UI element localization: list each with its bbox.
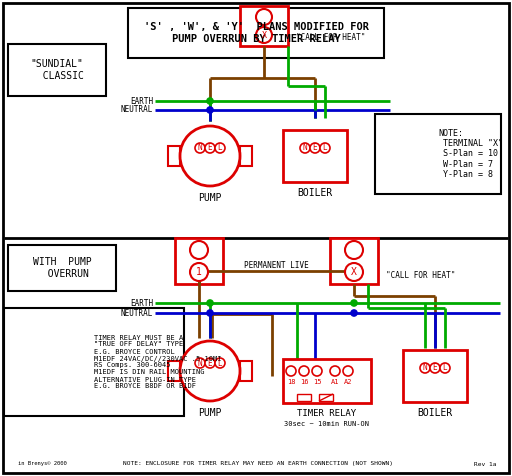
Circle shape [195,358,205,368]
Circle shape [343,366,353,376]
Circle shape [256,9,272,25]
Text: BOILER: BOILER [417,408,453,418]
Text: L: L [323,143,327,152]
Text: "CALL FOR HEAT": "CALL FOR HEAT" [386,271,455,280]
Text: A1: A1 [331,379,339,385]
Circle shape [207,310,213,316]
FancyBboxPatch shape [168,146,180,166]
Circle shape [345,263,363,281]
FancyBboxPatch shape [168,361,180,381]
Circle shape [310,143,320,153]
Text: Rev 1a: Rev 1a [474,462,497,466]
FancyBboxPatch shape [4,308,184,416]
Text: L: L [218,358,222,367]
Text: "SUNDIAL"
  CLASSIC: "SUNDIAL" CLASSIC [31,59,83,81]
Text: N: N [303,143,307,152]
Circle shape [330,366,340,376]
Circle shape [299,366,309,376]
FancyBboxPatch shape [240,146,252,166]
FancyBboxPatch shape [240,6,288,46]
Text: PUMP: PUMP [198,408,222,418]
Text: E: E [313,143,317,152]
Text: BOILER: BOILER [297,188,333,198]
Text: NEUTRAL: NEUTRAL [121,106,153,115]
Text: 'S' , 'W', & 'Y'  PLANS MODIFIED FOR
PUMP OVERRUN BY TIMER RELAY: 'S' , 'W', & 'Y' PLANS MODIFIED FOR PUMP… [143,22,369,44]
Circle shape [351,300,357,306]
FancyBboxPatch shape [283,130,347,182]
Circle shape [207,107,213,113]
Circle shape [351,310,357,316]
Text: 30sec ~ 10min RUN-ON: 30sec ~ 10min RUN-ON [285,421,370,427]
FancyBboxPatch shape [403,350,467,402]
Circle shape [190,241,208,259]
Text: E: E [208,143,212,152]
Text: 18: 18 [287,379,295,385]
Circle shape [256,27,272,43]
FancyBboxPatch shape [8,44,106,96]
Text: L: L [218,143,222,152]
Circle shape [345,241,363,259]
Circle shape [207,300,213,306]
Text: 1: 1 [196,267,202,277]
Text: EARTH: EARTH [130,298,153,307]
Circle shape [312,366,322,376]
Circle shape [320,143,330,153]
FancyBboxPatch shape [283,359,371,403]
Text: E: E [208,358,212,367]
Circle shape [190,263,208,281]
Text: "CALL FOR HEAT": "CALL FOR HEAT" [296,33,366,42]
Text: A2: A2 [344,379,352,385]
Circle shape [440,363,450,373]
FancyBboxPatch shape [3,3,509,473]
Text: EARTH: EARTH [130,97,153,106]
Text: X: X [262,30,267,40]
Circle shape [430,363,440,373]
Circle shape [286,366,296,376]
FancyBboxPatch shape [175,238,223,284]
Circle shape [180,126,240,186]
Circle shape [215,143,225,153]
FancyBboxPatch shape [319,394,333,401]
FancyBboxPatch shape [128,8,384,58]
Text: 16: 16 [300,379,308,385]
FancyBboxPatch shape [330,238,378,284]
Text: TIMER RELAY: TIMER RELAY [297,409,356,418]
Circle shape [205,358,215,368]
Text: X: X [351,267,357,277]
FancyBboxPatch shape [8,245,116,291]
Text: 15: 15 [313,379,321,385]
Circle shape [205,143,215,153]
FancyBboxPatch shape [240,361,252,381]
Circle shape [300,143,310,153]
Text: N: N [423,364,428,373]
Circle shape [195,143,205,153]
Text: in Brenys© 2000: in Brenys© 2000 [18,462,67,466]
Text: TIMER RELAY MUST BE A
"TRUE OFF DELAY" TYPE
E.G. BROYCE CONTROL
M1EDF 24VAC/DC//: TIMER RELAY MUST BE A "TRUE OFF DELAY" T… [94,335,222,389]
Text: NOTE:
 TERMINAL "X"
 S-Plan = 10
 W-Plan = 7
 Y-Plan = 8: NOTE: TERMINAL "X" S-Plan = 10 W-Plan = … [438,129,503,179]
Text: NOTE: ENCLOSURE FOR TIMER RELAY MAY NEED AN EARTH CONNECTION (NOT SHOWN): NOTE: ENCLOSURE FOR TIMER RELAY MAY NEED… [123,462,393,466]
Text: E: E [433,364,437,373]
Text: N: N [198,358,202,367]
Text: NEUTRAL: NEUTRAL [121,308,153,317]
Text: L: L [443,364,447,373]
FancyBboxPatch shape [375,114,501,194]
Text: PERMANENT LIVE: PERMANENT LIVE [244,260,308,269]
Text: PUMP: PUMP [198,193,222,203]
Circle shape [180,341,240,401]
Circle shape [420,363,430,373]
Circle shape [207,98,213,104]
FancyBboxPatch shape [297,394,311,401]
Text: WITH  PUMP
  OVERRUN: WITH PUMP OVERRUN [33,257,91,279]
Text: N: N [198,143,202,152]
Circle shape [215,358,225,368]
